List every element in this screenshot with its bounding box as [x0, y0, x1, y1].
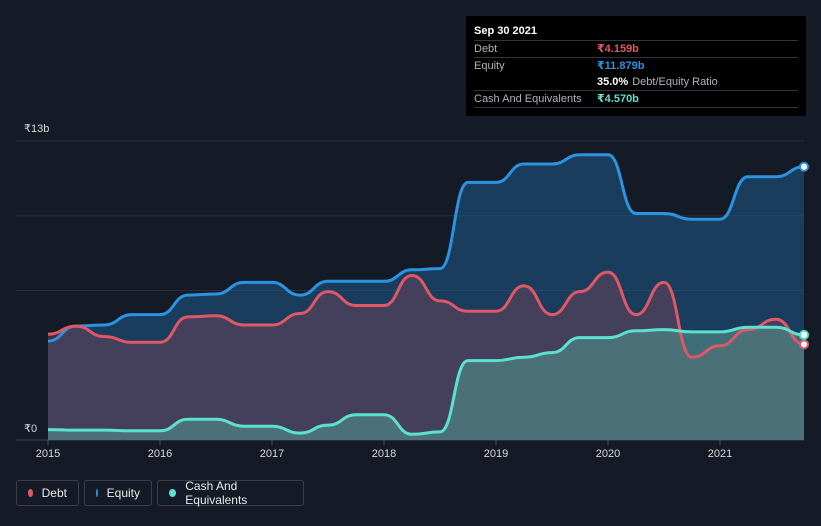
cash-legend-dot-icon	[169, 489, 177, 497]
tooltip-ratio-row: 35.0% Debt/Equity Ratio	[474, 74, 798, 91]
x-tick-label: 2020	[596, 448, 620, 460]
tooltip-equity-value: ₹11.879b	[597, 60, 645, 72]
x-tick-label: 2019	[484, 448, 508, 460]
cash-and-equivalents-endpoint[interactable]	[799, 329, 809, 340]
legend-debt-label: Debt	[41, 486, 67, 500]
debt-legend-dot-icon	[28, 489, 33, 497]
legend-equity[interactable]: Equity	[84, 480, 152, 506]
tooltip-cash-row: Cash And Equivalents ₹4.570b	[474, 91, 798, 108]
x-tick-label: 2018	[372, 448, 396, 460]
x-tick-label: 2021	[708, 448, 732, 460]
tooltip-cash-value: ₹4.570b	[597, 93, 639, 105]
x-tick-label: 2015	[36, 448, 60, 460]
tooltip-panel: Sep 30 2021 Debt ₹4.159b Equity ₹11.879b…	[466, 16, 806, 116]
debt-endpoint[interactable]	[799, 339, 809, 350]
legend-cash-label: Cash And Equivalents	[185, 479, 248, 507]
tooltip-equity-row: Equity ₹11.879b	[474, 58, 798, 74]
legend-debt[interactable]: Debt	[16, 480, 79, 506]
x-tick-label: 2016	[148, 448, 172, 460]
tooltip-cash-label: Cash And Equivalents	[474, 93, 582, 105]
tooltip-date: Sep 30 2021	[474, 24, 798, 41]
tooltip-debt-row: Debt ₹4.159b	[474, 41, 798, 58]
equity-legend-dot-icon	[96, 489, 98, 497]
x-axis-ticks: 2015 2016 2017 2018 2019 2020 2021	[36, 440, 732, 460]
y-axis-bottom-label: ₹0	[24, 423, 37, 435]
cash-and-equivalents-line	[47, 325, 805, 436]
legend-equity-label: Equity	[106, 486, 140, 500]
tooltip-debt-value: ₹4.159b	[597, 43, 639, 55]
debt-line	[47, 270, 805, 359]
tooltip-ratio-label: Debt/Equity Ratio	[632, 76, 718, 88]
cash-and-equivalents-area	[48, 327, 804, 440]
x-tick-label: 2017	[260, 448, 284, 460]
tooltip-equity-label: Equity	[474, 60, 505, 72]
equity-line	[47, 153, 805, 343]
series-endpoints	[799, 161, 809, 350]
y-axis-top-label: ₹13b	[24, 123, 49, 135]
tooltip-debt-label: Debt	[474, 43, 498, 55]
series-areas	[48, 154, 804, 441]
legend-cash[interactable]: Cash And Equivalents	[157, 479, 304, 507]
equity-endpoint[interactable]	[799, 161, 809, 172]
series-lines	[47, 153, 805, 436]
tooltip-ratio-value: 35.0%	[597, 76, 629, 88]
